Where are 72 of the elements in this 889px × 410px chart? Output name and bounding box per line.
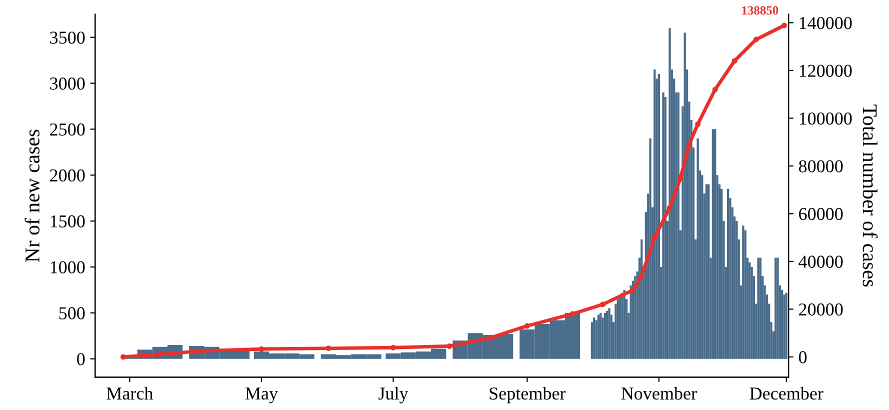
bar (705, 184, 708, 359)
bar (654, 69, 656, 359)
point (638, 272, 644, 279)
bar (757, 258, 760, 359)
y-tick-label: 1500 (50, 215, 85, 228)
y-tick-label: 2000 (50, 169, 85, 182)
point (753, 36, 759, 42)
bar (785, 292, 788, 359)
bar (593, 317, 596, 359)
x-tick-label: November (621, 386, 697, 400)
y2-tick-label: 80000 (798, 160, 843, 172)
bar (726, 188, 730, 359)
y2-tick-label: 60000 (799, 208, 843, 220)
bar (668, 28, 671, 359)
point (488, 335, 494, 341)
y-tick-label: 3500 (50, 32, 85, 44)
point (446, 343, 452, 349)
point (678, 175, 684, 181)
bar (606, 311, 608, 359)
bar (774, 258, 777, 359)
annotation: 138850 (742, 6, 778, 15)
bar (776, 258, 779, 359)
point (712, 86, 718, 92)
y-axis-title: Nr of new cases (24, 130, 40, 262)
point (781, 22, 787, 28)
point (326, 346, 332, 352)
bar (712, 129, 714, 359)
bar (608, 308, 610, 359)
y2-tick-label: 20000 (799, 303, 843, 316)
point (258, 346, 264, 352)
point (600, 302, 606, 308)
bar (696, 138, 699, 359)
point (198, 348, 204, 354)
point (652, 234, 658, 240)
x-tick-label: May (245, 388, 278, 404)
bar (714, 129, 716, 359)
bar (602, 317, 604, 359)
bar (662, 92, 664, 359)
bar (742, 226, 744, 359)
x-tick-label: September (490, 386, 566, 404)
y-tick-label: 1000 (50, 261, 85, 274)
point (686, 142, 692, 148)
y-tick-label: 0 (77, 353, 85, 366)
bar (616, 299, 619, 359)
bar (780, 290, 784, 359)
bar (759, 258, 762, 359)
bar (658, 74, 660, 359)
bar (600, 312, 602, 359)
point (524, 323, 530, 329)
point (630, 287, 636, 293)
y-tick-label: 3000 (50, 78, 85, 90)
x-tick-label: December (750, 386, 824, 400)
bar (720, 188, 723, 359)
bar (597, 314, 600, 359)
bar (708, 184, 710, 359)
point (732, 58, 738, 64)
y-tick-label: 500 (59, 307, 85, 320)
x-tick-label: March (106, 386, 154, 400)
y-tick-label: 2500 (50, 123, 85, 136)
y2-tick-label: 140000 (800, 16, 852, 30)
point (120, 354, 126, 360)
y2-tick-label: 40000 (798, 256, 843, 268)
y2-axis-title: Total number of cases (862, 104, 878, 287)
point (570, 311, 576, 317)
x-tick-label: July (378, 386, 408, 404)
point (695, 121, 701, 127)
bar (604, 312, 606, 359)
y2-tick-label: 120000 (800, 64, 852, 77)
y2-tick-label: 100000 (800, 112, 852, 125)
y2-tick-label: 0 (798, 351, 807, 364)
bar (649, 138, 652, 359)
point (666, 204, 673, 210)
